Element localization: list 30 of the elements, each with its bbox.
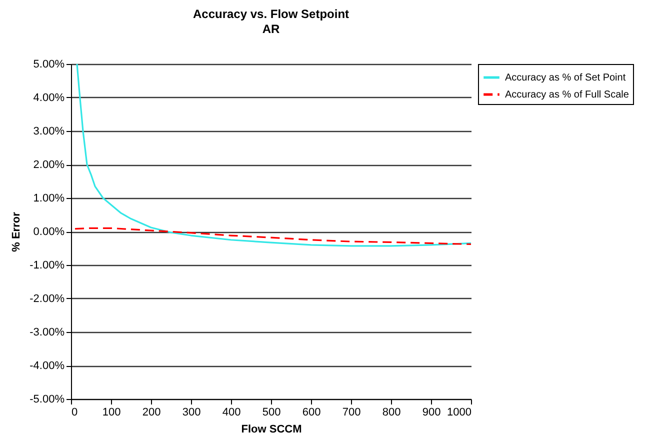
legend-label: Accuracy as % of Set Point	[505, 72, 626, 84]
x-tick-label: 300	[182, 406, 201, 418]
x-tick-label: 900	[422, 406, 441, 418]
x-tick-label: 0	[72, 406, 78, 418]
line-series	[76, 63, 472, 247]
y-tick-label: 4.00%	[33, 92, 65, 104]
x-tick-label: 1000	[447, 406, 472, 418]
line-series	[74, 227, 472, 246]
chart-subtitle: AR	[262, 22, 280, 36]
x-tick-label: 100	[102, 406, 121, 418]
y-tick-label: 0.00%	[33, 226, 65, 238]
y-tick-label: -2.00%	[30, 293, 65, 305]
y-axis-title: % Error	[10, 211, 23, 252]
x-tick-label: 200	[142, 406, 161, 418]
y-tick-label: -4.00%	[30, 360, 65, 372]
legend-label: Accuracy as % of Full Scale	[505, 90, 630, 100]
x-tick-label: 500	[262, 406, 281, 418]
y-tick-label: 1.00%	[33, 192, 65, 204]
x-tick-label: 700	[342, 406, 361, 418]
y-tick-label: -1.00%	[30, 260, 65, 272]
y-tick-label: 5.00%	[33, 58, 65, 70]
y-tick-label: -3.00%	[30, 326, 65, 338]
y-tick-label: -5.00%	[30, 394, 65, 406]
x-tick-label: 400	[222, 406, 241, 418]
y-tick-label: 2.00%	[33, 159, 65, 171]
x-tick-label: 600	[302, 406, 321, 418]
x-tick-label: 800	[382, 406, 401, 418]
x-axis-title: Flow SCCM	[241, 424, 302, 436]
y-tick-label: 3.00%	[33, 126, 65, 138]
chart-title: Accuracy vs. Flow Setpoint	[192, 7, 350, 21]
